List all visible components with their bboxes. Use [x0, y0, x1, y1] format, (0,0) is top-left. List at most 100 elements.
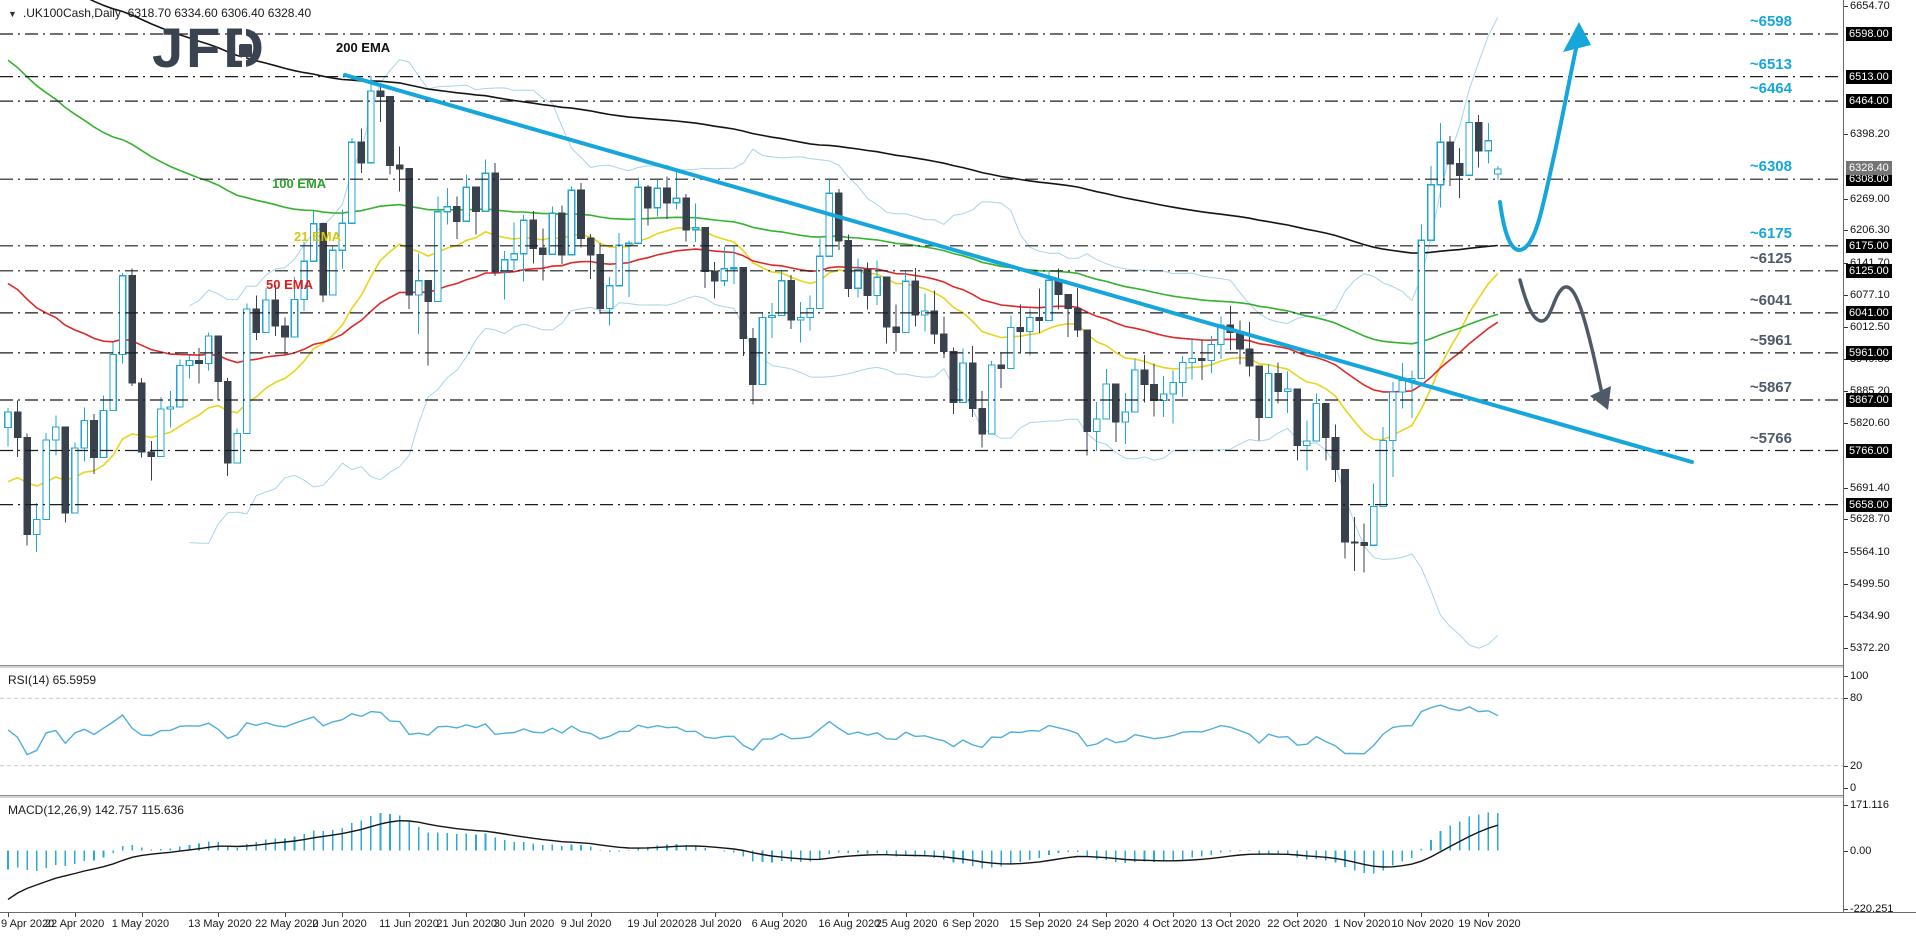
time-axis[interactable]: 9 Apr 2020 22 Apr 2020 1 May 2020 13 May 20… — [0, 912, 1916, 936]
macd-label: MACD(12,26,9) 142.757 115.636 — [8, 803, 184, 817]
axis-tick — [1844, 487, 1848, 489]
date-label: 24 Sep 2020 — [1076, 918, 1139, 930]
date-tick — [972, 913, 974, 917]
date-tick — [1039, 913, 1041, 917]
level-price-badge: 6125.00 — [1846, 263, 1892, 278]
macd-chart-svg[interactable] — [0, 798, 1843, 912]
date-label: 30 Jun 2020 — [493, 918, 555, 930]
date-label: 22 Oct 2020 — [1267, 918, 1328, 930]
date-tick — [218, 913, 220, 917]
axis-tick — [1844, 676, 1848, 677]
axis-tick — [1844, 551, 1848, 553]
axis-tick — [1844, 850, 1848, 852]
price-chart-panel[interactable]: ▼ .UK100Cash,Daily 6318.70 6334.60 6306.4… — [0, 0, 1916, 665]
price-tick-label: 5820.60 — [1850, 417, 1890, 430]
axis-tick — [1844, 294, 1848, 296]
date-tick — [1230, 913, 1232, 917]
axis-tick — [1844, 698, 1848, 700]
level-price-badge: 5658.00 — [1846, 497, 1892, 512]
date-tick — [1106, 913, 1108, 917]
date-tick — [781, 913, 783, 917]
date-tick — [141, 913, 143, 917]
macd-indicator-panel[interactable]: MACD(12,26,9) 142.757 115.636 — [0, 798, 1916, 912]
level-label-6041: ~6041 — [1749, 291, 1792, 309]
level-label-5867: ~5867 — [1749, 379, 1792, 396]
panel-separator[interactable] — [0, 795, 1916, 798]
level-price-badge: 6175.00 — [1846, 238, 1892, 253]
level-price-badge: 5867.00 — [1846, 393, 1892, 407]
price-tick-label: 6206.30 — [1850, 224, 1890, 237]
rsi-tick-label: 20 — [1850, 759, 1863, 772]
date-tick — [905, 913, 907, 917]
date-label: 2 Jun 2020 — [312, 918, 367, 930]
price-tick-label: 5372.20 — [1850, 641, 1890, 654]
jfd-logo: JFD — [152, 16, 267, 79]
date-label: 9 Apr 2020 — [1, 918, 55, 930]
ema-200-line[interactable] — [8, 0, 1498, 254]
date-tick — [285, 913, 286, 917]
rsi-tick-label: 80 — [1850, 692, 1863, 705]
date-label: 10 Nov 2020 — [1391, 918, 1454, 930]
axis-tick — [1844, 262, 1848, 264]
price-tick-label: 6398.20 — [1850, 128, 1890, 141]
price-tick-label: 5499.50 — [1850, 577, 1890, 590]
axis-tick — [1844, 616, 1848, 618]
date-tick — [1364, 913, 1366, 917]
price-tick-label: 5564.10 — [1850, 545, 1890, 558]
axis-tick — [1844, 198, 1848, 200]
date-label: 6 Sep 2020 — [942, 918, 999, 930]
date-tick — [74, 913, 76, 917]
macd-tick-label: 0.00 — [1850, 844, 1872, 857]
date-tick — [8, 913, 9, 917]
axis-tick — [1844, 765, 1848, 767]
level-label-6125: ~6125 — [1749, 249, 1792, 267]
main-chart-svg[interactable] — [0, 0, 1843, 665]
price-axis[interactable]: 6654.70 6398.20 6269.00 6206.30 6141.70 6077.… — [1843, 0, 1916, 915]
price-tick-label: 5691.40 — [1850, 481, 1890, 494]
support-resistance-lines[interactable] — [0, 33, 1843, 506]
axis-tick — [1844, 519, 1848, 521]
axis-tick — [1844, 230, 1848, 232]
date-label: 11 Jun 2020 — [379, 918, 439, 930]
symbol-dropdown-icon[interactable]: ▼ — [8, 9, 17, 19]
macd-histogram — [7, 812, 1499, 874]
date-label: 22 May 2020 — [255, 918, 319, 930]
candles-layer[interactable] — [4, 76, 1502, 573]
bollinger-bands — [189, 17, 1499, 649]
price-tick-label: 6077.10 — [1850, 288, 1890, 301]
ema-100-line[interactable] — [7, 59, 1499, 345]
date-label: 9 Jul 2020 — [560, 918, 612, 930]
level-label-6598: ~6598 — [1749, 13, 1792, 30]
date-label: 21 Jun 2020 — [436, 918, 497, 930]
axis-tick — [1844, 805, 1848, 806]
level-label-6513: ~6513 — [1749, 55, 1792, 73]
level-price-badge: 6513.00 — [1846, 69, 1892, 84]
bearish-alternative-arrow[interactable] — [1518, 278, 1611, 410]
date-label: 6 Aug 2020 — [751, 918, 808, 930]
date-label: 19 Jul 2020 — [627, 918, 685, 930]
date-label: 15 Sep 2020 — [1009, 918, 1072, 930]
date-tick — [409, 913, 411, 917]
axis-tick — [1844, 909, 1848, 910]
axis-tick — [1844, 390, 1848, 392]
symbol-period-label: .UK100Cash,Daily — [22, 6, 121, 20]
level-price-badge: 6041.00 — [1846, 305, 1892, 320]
rsi-label: RSI(14) 65.5959 — [8, 673, 97, 687]
date-tick — [714, 913, 716, 917]
panel-separator[interactable] — [0, 665, 1916, 668]
ema-tag-50-ema: 50 EMA — [266, 277, 313, 292]
descending-trendline[interactable] — [343, 73, 1694, 464]
date-label: 25 Aug 2020 — [875, 918, 938, 930]
date-tick — [1173, 913, 1175, 917]
level-label-6308: ~6308 — [1749, 158, 1792, 176]
bullish-projection-arrow[interactable] — [1498, 22, 1591, 252]
date-tick — [1421, 913, 1423, 917]
ohlc-quote-label: 6318.70 6334.60 6306.40 6328.40 — [127, 6, 312, 20]
ema-tag-100-ema: 100 EMA — [272, 176, 327, 191]
rsi-chart-svg[interactable] — [0, 668, 1843, 795]
date-label: 4 Oct 2020 — [1143, 918, 1197, 930]
price-tick-label: 6654.70 — [1850, 0, 1890, 12]
rsi-indicator-panel[interactable]: RSI(14) 65.5959 — [0, 668, 1916, 795]
macd-signal-line — [7, 819, 1499, 900]
